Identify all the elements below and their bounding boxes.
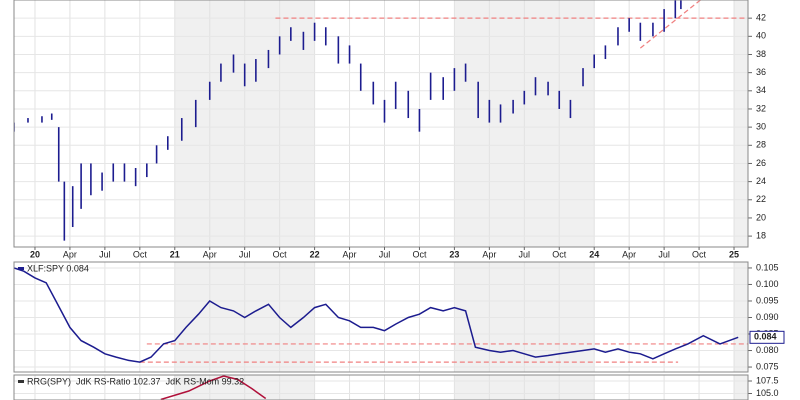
y-tick-label: 20 [756,212,766,222]
last-value-box [749,330,785,344]
last-value-label: 0.084 [754,332,777,342]
y-tick-label: 24 [756,176,766,186]
y-tick-label: 40 [756,31,766,41]
x-tick-label: Oct [552,249,567,259]
x-tick-label: 24 [589,249,599,259]
x-tick-label: Apr [203,249,217,259]
x-tick-label: Oct [273,249,288,259]
series-line [14,267,739,363]
x-tick-label: Oct [692,249,707,259]
year-band [734,0,748,247]
plot-area [14,262,748,372]
x-tick-label: 21 [170,249,180,259]
x-tick-label: Jul [379,249,391,259]
panel-frame [13,261,749,373]
x-tick-label: Apr [343,249,357,259]
x-tick-label: 22 [310,249,320,259]
legend-entry: JdK RS-Mom 99.32 [166,376,245,386]
x-tick-label: 20 [30,249,40,259]
y-tick-label: 107.5 [756,375,779,385]
y-tick-label: 38 [756,49,766,59]
y-tick-label: 36 [756,67,766,77]
x-tick-label: 25 [729,249,739,259]
y-tick-label: 0.100 [756,279,779,289]
x-tick-label: Oct [412,249,427,259]
trend-line [639,0,701,49]
y-tick-label: 28 [756,140,766,150]
x-tick-label: Oct [133,249,148,259]
y-tick-label: 0.075 [756,361,779,371]
x-tick-label: Jul [519,249,531,259]
y-tick-label: 34 [756,85,766,95]
y-tick-label: 0.090 [756,312,779,322]
legend-title: RRG(SPY) [27,376,71,386]
legend-swatch [18,267,24,270]
x-tick-label: Apr [482,249,496,259]
y-tick-label: 32 [756,103,766,113]
x-tick-label: Apr [622,249,636,259]
plot-area [14,0,748,247]
legend-swatch [18,380,24,383]
series-line [160,375,267,400]
y-tick-label: 26 [756,158,766,168]
y-tick-label: 105.0 [756,388,779,398]
legend-entry: JdK RS-Ratio 102.37 [76,376,161,386]
y-tick-label: 0.105 [756,262,779,272]
y-tick-label: 30 [756,122,766,132]
y-tick-label: 0.095 [756,295,779,305]
legend-entry: XLF:SPY 0.084 [27,263,89,273]
y-tick-label: 42 [756,13,766,23]
x-tick-label: Apr [63,249,77,259]
x-tick-label: 23 [449,249,459,259]
x-tick-label: Jul [239,249,251,259]
plot-area [14,375,748,400]
panel-frame [13,374,749,400]
panel-frame [13,0,749,248]
y-tick-label: 22 [756,194,766,204]
y-tick-label: 18 [756,230,766,240]
x-tick-label: Jul [658,249,670,259]
y-tick-label: 0.080 [756,345,779,355]
x-tick-label: Jul [99,249,111,259]
